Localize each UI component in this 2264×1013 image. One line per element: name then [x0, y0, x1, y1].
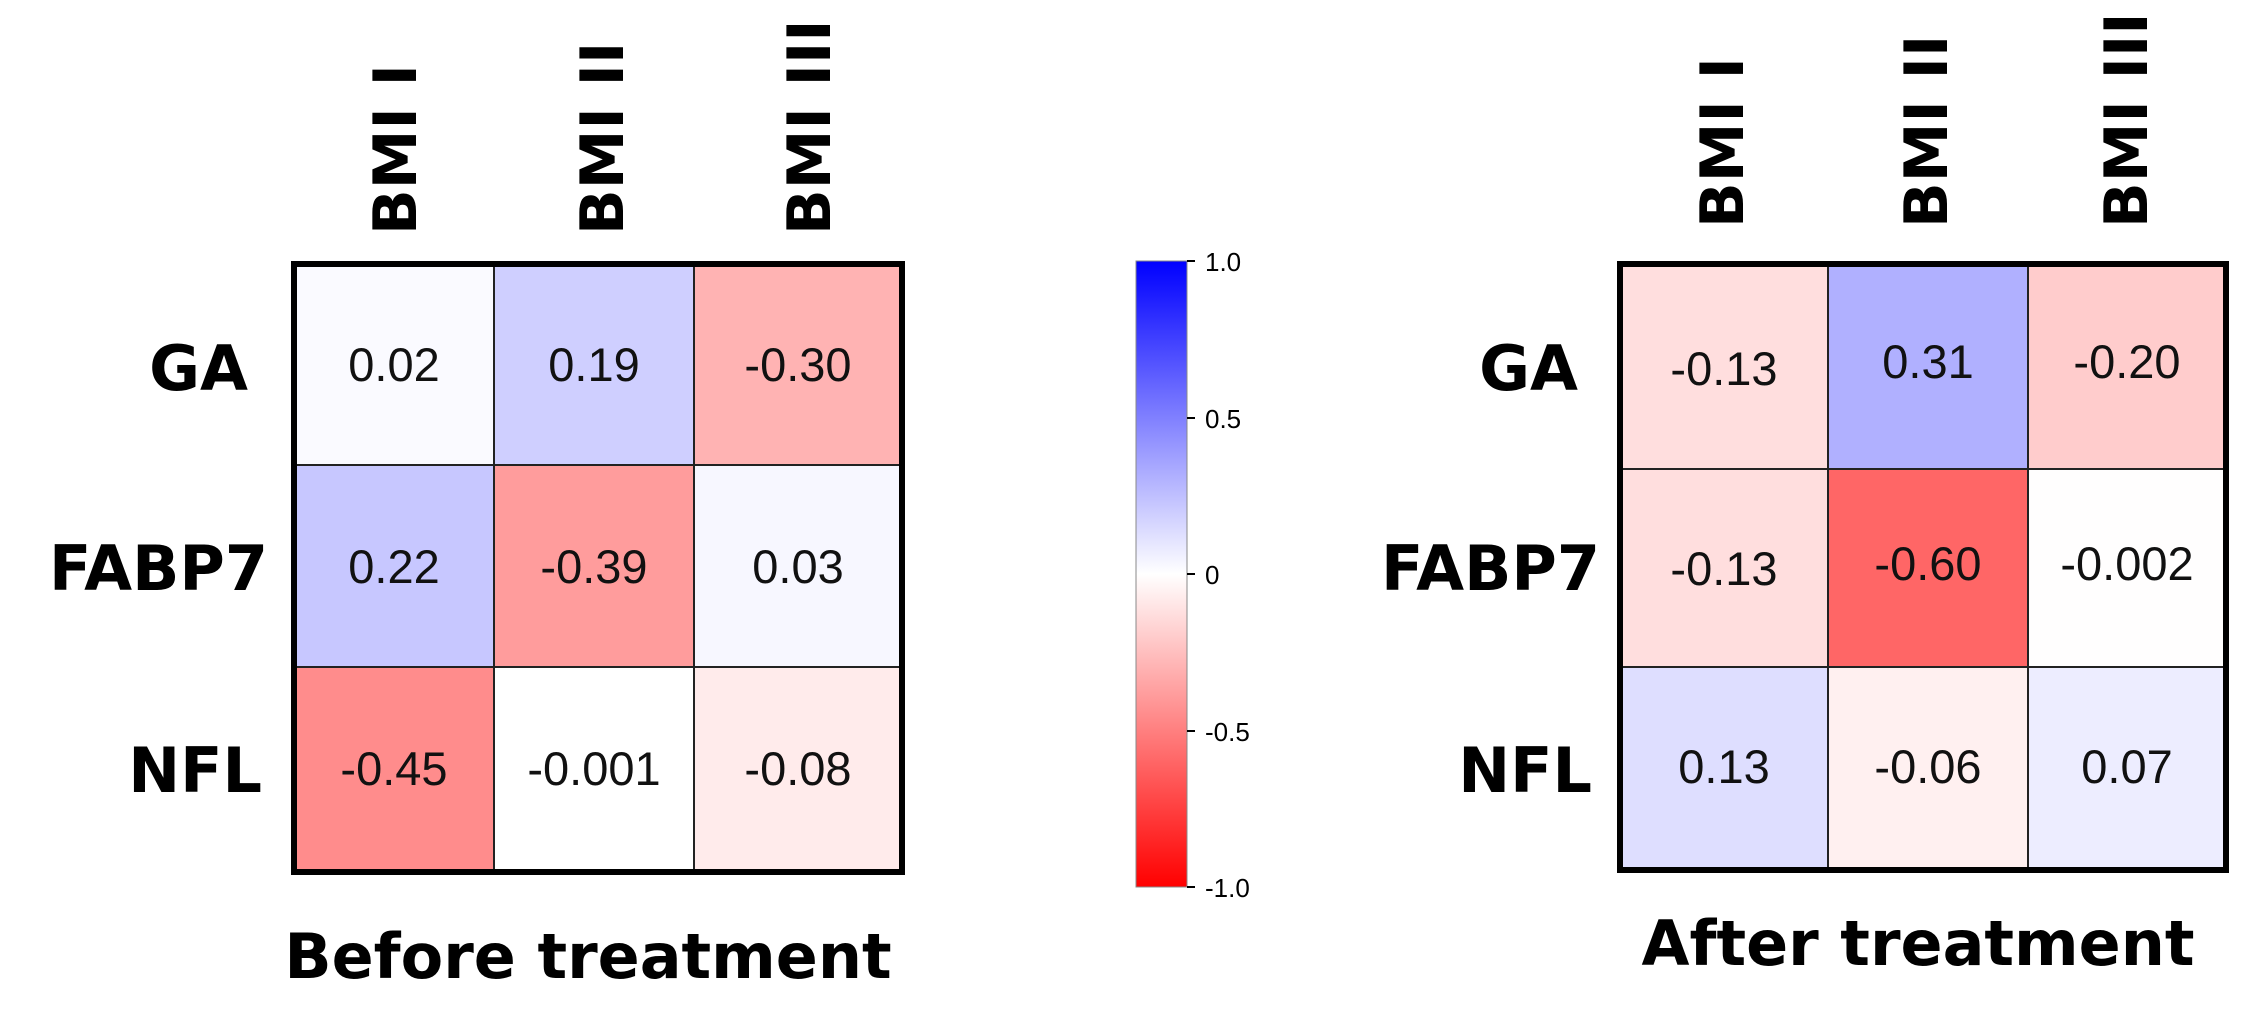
column-label-bmi-i-before: BMI I	[361, 64, 431, 235]
cell-ga-bmi-ii-after: 0.31	[1828, 264, 2028, 469]
cell-fabp7-bmi-iii-after: -0.002	[2028, 469, 2226, 667]
panel-after-treatment: BMI I BMI II BMI III GA FABP7 NFL -0.13 …	[1381, 12, 2229, 980]
cell-value-nfl-bmi-ii-before: -0.001	[527, 742, 660, 795]
cell-nfl-bmi-iii-before: -0.08	[694, 667, 902, 872]
row-label-ga-after: GA	[1479, 332, 1578, 405]
cell-value-ga-bmi-iii-before: -0.30	[744, 338, 851, 391]
cell-ga-bmi-iii-after: -0.20	[2028, 264, 2226, 469]
cell-ga-bmi-i-before: 0.02	[294, 264, 494, 465]
row-label-nfl-before: NFL	[128, 734, 262, 807]
colorbar-tick-neg-1-0: -1.0	[1205, 873, 1250, 903]
cell-nfl-bmi-i-after: 0.13	[1620, 667, 1828, 870]
cell-ga-bmi-i-after: -0.13	[1620, 264, 1828, 469]
row-label-ga-before: GA	[149, 332, 248, 405]
cell-nfl-bmi-ii-after: -0.06	[1828, 667, 2028, 870]
cell-value-ga-bmi-iii-after: -0.20	[2073, 335, 2180, 388]
cell-value-fabp7-bmi-i-after: -0.13	[1670, 542, 1777, 595]
panel-title-after: After treatment	[1642, 907, 2195, 980]
cell-fabp7-bmi-i-before: 0.22	[294, 465, 494, 667]
colorbar-gradient	[1135, 260, 1188, 888]
row-label-nfl-after: NFL	[1458, 734, 1592, 807]
cell-value-nfl-bmi-iii-before: -0.08	[744, 742, 851, 795]
cell-value-ga-bmi-ii-before: 0.19	[548, 338, 639, 391]
cell-value-nfl-bmi-i-after: 0.13	[1678, 740, 1769, 793]
colorbar: 1.0 0.5 0 -0.5 -1.0	[1135, 247, 1250, 903]
cell-value-fabp7-bmi-ii-before: -0.39	[540, 540, 647, 593]
colorbar-tick-neg-0-5: -0.5	[1205, 717, 1250, 747]
cell-fabp7-bmi-i-after: -0.13	[1620, 469, 1828, 667]
cell-fabp7-bmi-ii-before: -0.39	[494, 465, 694, 667]
cell-nfl-bmi-i-before: -0.45	[294, 667, 494, 872]
cell-value-nfl-bmi-i-before: -0.45	[340, 742, 447, 795]
grid-lines-before	[294, 264, 902, 872]
colorbar-tick-0-5: 0.5	[1205, 404, 1241, 434]
panel-before-treatment: BMI I BMI II BMI III GA FABP7 NFL 0.02 0…	[49, 19, 905, 993]
cell-value-fabp7-bmi-ii-after: -0.60	[1874, 537, 1981, 590]
column-label-bmi-ii-before: BMI II	[568, 42, 638, 235]
column-label-bmi-ii-after: BMI II	[1892, 35, 1962, 228]
cell-fabp7-bmi-iii-before: 0.03	[694, 465, 902, 667]
cell-nfl-bmi-ii-before: -0.001	[494, 667, 694, 872]
cell-value-fabp7-bmi-i-before: 0.22	[348, 540, 439, 593]
heatmap-border-after	[1617, 261, 2229, 873]
cell-value-nfl-bmi-iii-after: 0.07	[2081, 740, 2172, 793]
cell-value-nfl-bmi-ii-after: -0.06	[1874, 740, 1981, 793]
heatmap-border-before	[291, 261, 905, 875]
cell-value-fabp7-bmi-iii-after: -0.002	[2060, 537, 2193, 590]
grid-lines-after	[1620, 264, 2226, 870]
row-label-fabp7-after: FABP7	[1381, 532, 1600, 605]
column-label-bmi-i-after: BMI I	[1688, 57, 1758, 228]
column-label-bmi-iii-after: BMI III	[2092, 12, 2162, 228]
column-label-bmi-iii-before: BMI III	[775, 19, 845, 235]
cell-value-ga-bmi-i-after: -0.13	[1670, 342, 1777, 395]
cell-fabp7-bmi-ii-after: -0.60	[1828, 469, 2028, 667]
cell-ga-bmi-ii-before: 0.19	[494, 264, 694, 465]
colorbar-tick-1-0: 1.0	[1205, 247, 1241, 277]
cell-value-ga-bmi-i-before: 0.02	[348, 338, 439, 391]
colorbar-tick-0: 0	[1205, 560, 1219, 590]
cell-value-fabp7-bmi-iii-before: 0.03	[752, 540, 843, 593]
cell-nfl-bmi-iii-after: 0.07	[2028, 667, 2226, 870]
panel-title-before: Before treatment	[284, 920, 891, 993]
cell-value-ga-bmi-ii-after: 0.31	[1882, 335, 1973, 388]
cell-ga-bmi-iii-before: -0.30	[694, 264, 902, 465]
row-label-fabp7-before: FABP7	[49, 532, 268, 605]
